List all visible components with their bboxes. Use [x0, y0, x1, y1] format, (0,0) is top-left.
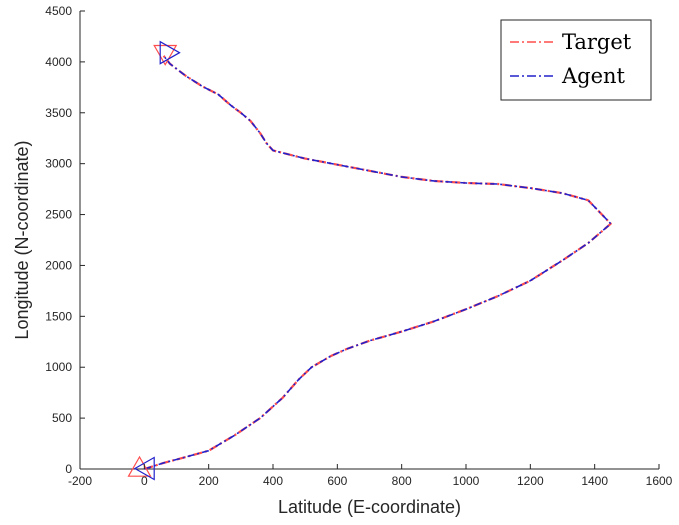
- x-tick-label: 200: [199, 474, 219, 488]
- marker-target-triangle-up: [127, 455, 152, 477]
- tick-layer: -200 0 200 400 600 800 1000 1200 1400 16000500100…: [45, 4, 672, 488]
- legend-label-target: Target: [562, 30, 632, 54]
- marker-layer: [127, 40, 181, 481]
- marker-agent-triangle-right: [159, 40, 181, 65]
- legend-box: [500, 19, 652, 101]
- y-tick-label: 1500: [45, 309, 72, 323]
- legend: Target Agent: [500, 19, 652, 101]
- axis-label-layer: Latitude (E-coordinate) Longitude (N-coo…: [12, 140, 461, 517]
- y-tick-label: 3500: [45, 106, 72, 120]
- x-tick-label: -200: [68, 474, 92, 488]
- y-tick-label: 2500: [45, 208, 72, 222]
- x-tick-label: 800: [392, 474, 412, 488]
- legend-label-agent: Agent: [561, 64, 626, 88]
- plot-area: [79, 11, 659, 470]
- y-tick-label: 3000: [45, 157, 72, 171]
- x-tick-label: 1600: [646, 474, 673, 488]
- series-line-target: [143, 55, 612, 471]
- x-tick-label: 1400: [581, 474, 608, 488]
- x-tick-label: 1200: [517, 474, 544, 488]
- y-tick-label: 0: [65, 462, 72, 476]
- y-tick-label: 500: [52, 411, 72, 425]
- marker-agent-triangle-left: [133, 456, 155, 481]
- x-tick-label: 1000: [453, 474, 480, 488]
- x-tick-label: 600: [327, 474, 347, 488]
- x-axis-label: Latitude (E-coordinate): [278, 497, 461, 517]
- x-tick-label: 0: [141, 474, 148, 488]
- series-line-agent: [144, 55, 612, 470]
- y-tick-label: 2000: [45, 258, 72, 272]
- y-tick-label: 1000: [45, 360, 72, 374]
- y-axis-label: Longitude (N-coordinate): [12, 140, 32, 339]
- y-tick-label: 4000: [45, 55, 72, 69]
- x-tick-label: 400: [263, 474, 283, 488]
- series-layer: [143, 55, 612, 471]
- y-tick-label: 4500: [45, 4, 72, 18]
